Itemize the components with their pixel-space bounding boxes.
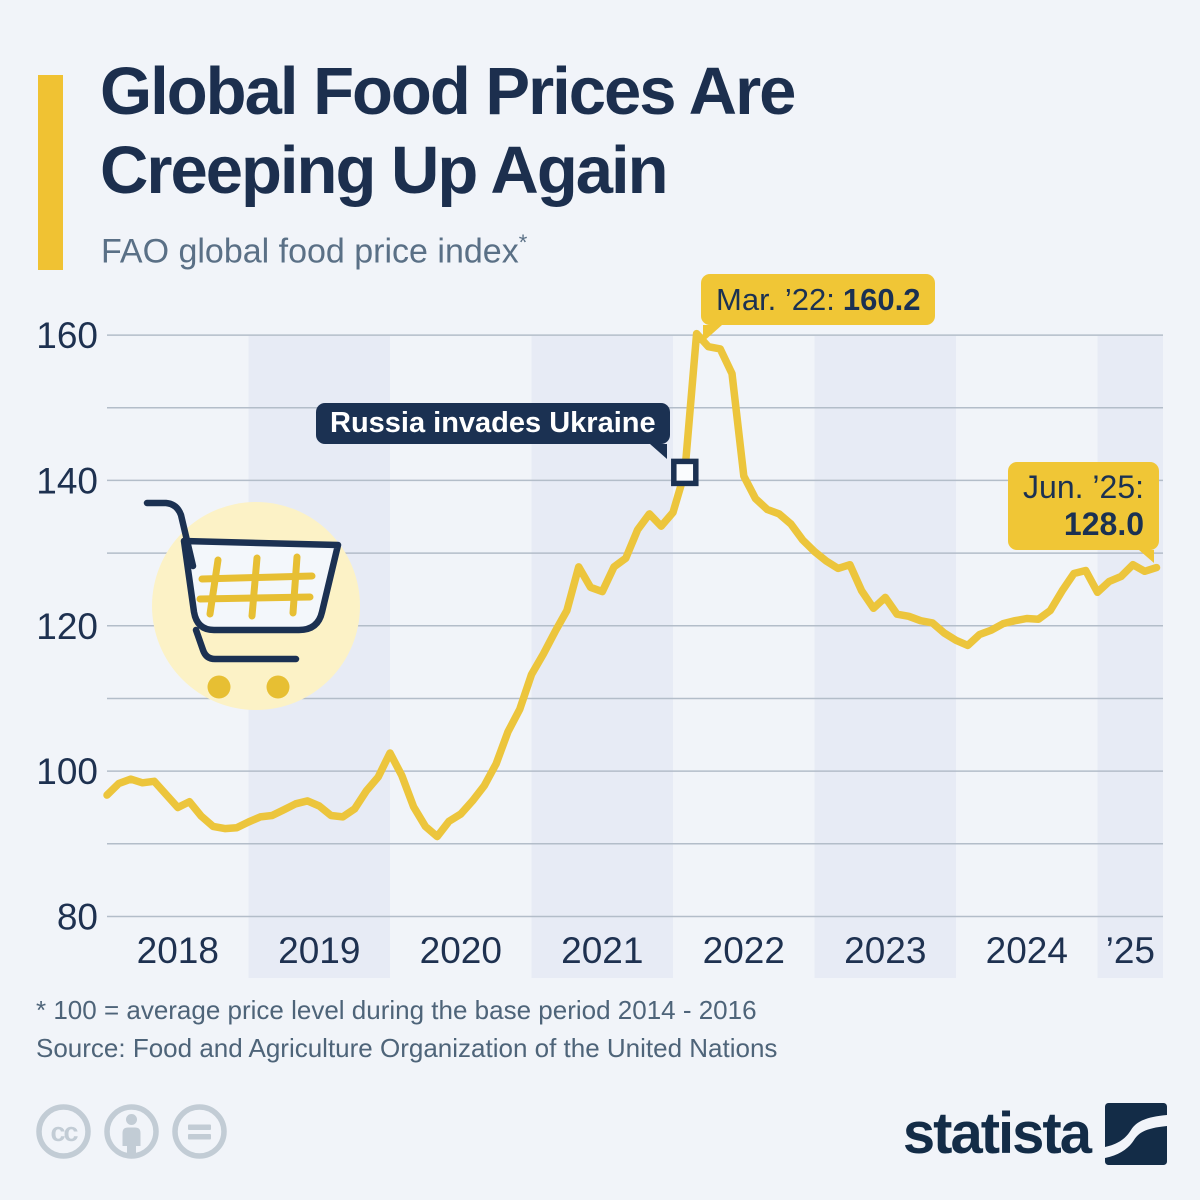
- x-tick-label-2023: 2023: [844, 930, 926, 971]
- event-annotation-badge: Russia invades Ukraine: [316, 403, 670, 459]
- statista-brand: statista: [903, 1100, 1167, 1167]
- year-band-2023: [814, 336, 956, 978]
- peak-annotation-label: Mar. ’22:: [716, 282, 835, 317]
- cart-wheel-right: [266, 675, 290, 699]
- x-tick-label-25: ’25: [1106, 930, 1155, 971]
- peak-annotation-value: 160.2: [842, 282, 921, 317]
- svg-text:cc: cc: [50, 1117, 78, 1147]
- subtitle-text: FAO global food price index: [101, 232, 519, 271]
- cc-icon: cc: [36, 1104, 91, 1159]
- peak-annotation-badge: Mar. ’22: 160.2: [701, 274, 936, 342]
- title-line-2: Creeping Up Again: [100, 133, 669, 208]
- x-axis-labels: 2018 2019 2020 2021 2022 2023 2024 ’25: [137, 930, 1155, 971]
- latest-annotation-badge: Jun. ’25: 128.0: [1008, 462, 1159, 563]
- cart-axle: [192, 626, 300, 663]
- y-tick-label-100: 100: [36, 751, 98, 792]
- x-tick-label-2018: 2018: [137, 930, 219, 971]
- footnote: * 100 = average price level during the b…: [36, 995, 757, 1025]
- y-tick-label-120: 120: [36, 606, 98, 647]
- y-tick-label-80: 80: [57, 897, 98, 938]
- x-tick-label-2024: 2024: [986, 930, 1068, 971]
- cart-handle: [143, 499, 197, 570]
- latest-annotation-value: 128.0: [1063, 506, 1144, 542]
- subtitle-asterisk: *: [518, 230, 528, 255]
- chart-subtitle: FAO global food price index*: [101, 230, 527, 271]
- price-line-group: [103, 329, 1161, 841]
- event-marker-group: [671, 458, 699, 487]
- title-accent-bar: [38, 75, 63, 270]
- cart-grid-pattern: [196, 553, 316, 620]
- x-tick-label-2022: 2022: [703, 930, 785, 971]
- cart-basket: [180, 537, 342, 634]
- shopping-cart-icon: [143, 499, 360, 710]
- no-derivatives-icon: [172, 1104, 227, 1159]
- year-band-2025: [1097, 336, 1163, 978]
- license-icons: cc: [35, 1103, 228, 1160]
- statista-wordmark: statista: [902, 1101, 1092, 1166]
- y-tick-label-140: 140: [36, 460, 98, 501]
- y-axis-labels: 160 140 120 100 80: [36, 315, 98, 937]
- event-annotation-text: Russia invades Ukraine: [330, 407, 656, 439]
- latest-annotation-label: Jun. ’25:: [1023, 469, 1144, 505]
- title-line-1: Global Food Prices Are: [100, 54, 796, 129]
- statista-logo-icon: [1105, 1102, 1167, 1165]
- food-price-index-line: [103, 329, 1161, 841]
- page-title: Global Food Prices Are Creeping Up Again: [100, 52, 796, 210]
- x-tick-label-2019: 2019: [278, 930, 360, 971]
- event-marker-square: [671, 458, 699, 487]
- cart-wheel-left: [207, 675, 231, 699]
- x-tick-label-2020: 2020: [420, 930, 502, 971]
- x-tick-label-2021: 2021: [561, 930, 643, 971]
- y-tick-label-160: 160: [36, 315, 98, 356]
- attribution-icon: [104, 1104, 159, 1159]
- source-note: Source: Food and Agriculture Organizatio…: [36, 1033, 778, 1063]
